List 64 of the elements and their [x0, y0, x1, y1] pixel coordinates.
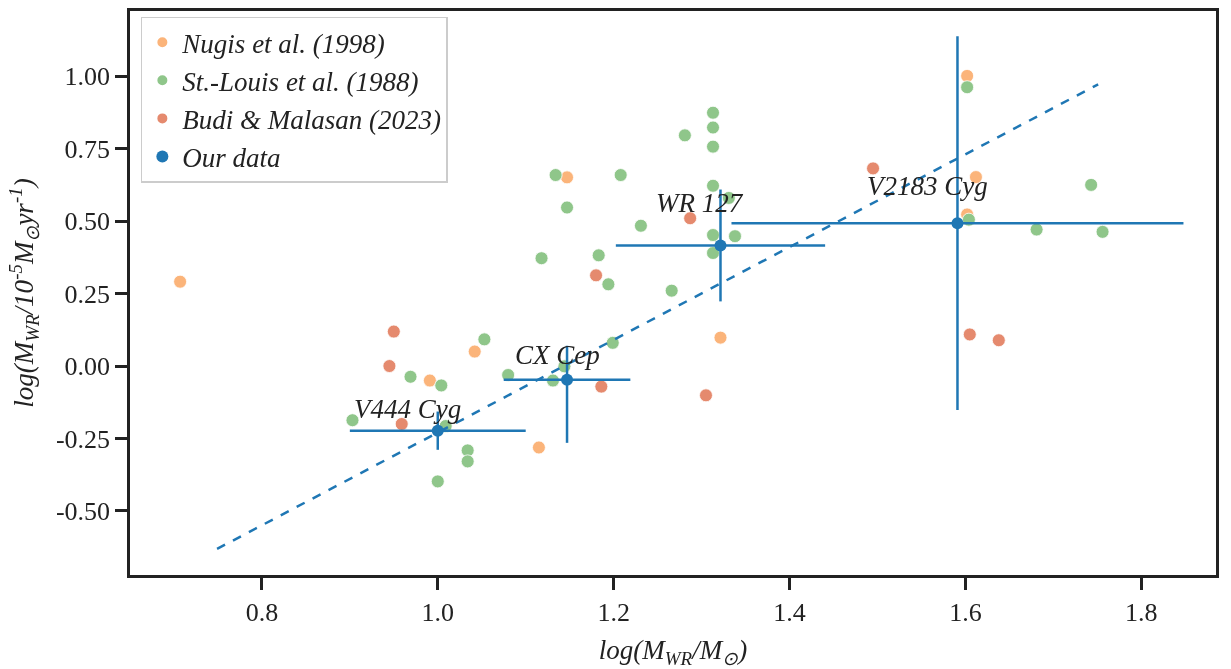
- point: [477, 332, 492, 347]
- legend-label: Nugis et al. (1998): [181, 28, 385, 59]
- point: [594, 379, 609, 394]
- x-tick-label: 1.6: [949, 597, 982, 627]
- y-tick-label: 0.75: [64, 134, 111, 164]
- point: [634, 218, 648, 233]
- point: [394, 417, 409, 431]
- point: [664, 283, 679, 298]
- point: [714, 239, 727, 252]
- point: [706, 105, 720, 120]
- x-axis-title: log(M$_{WR}$/M$_{⊙}$): [598, 635, 748, 669]
- point: [677, 128, 692, 143]
- point: [991, 333, 1006, 348]
- x-tick-label: 1.0: [421, 597, 455, 627]
- point: [613, 168, 628, 182]
- point: [534, 251, 549, 266]
- y-tick-label: 1.00: [64, 62, 111, 92]
- point: [866, 161, 880, 176]
- point: [1084, 178, 1099, 192]
- legend-label: Our data: [182, 143, 281, 174]
- point: [561, 373, 574, 386]
- point: [960, 80, 975, 95]
- point: [728, 229, 742, 244]
- point: [467, 344, 482, 359]
- point: [706, 228, 720, 242]
- legend-label: St.-Louis et al. (1988): [182, 66, 419, 97]
- point: [605, 335, 620, 350]
- point: [460, 454, 475, 469]
- y-tick-label: 0.25: [64, 279, 111, 309]
- point: [422, 373, 437, 388]
- annotation: V444 Cyg: [354, 394, 462, 424]
- point: [960, 69, 975, 83]
- point: [386, 324, 401, 339]
- x-tick-label: 0.8: [245, 597, 279, 627]
- point: [548, 168, 563, 182]
- y-tick-label: 0.50: [64, 207, 111, 237]
- point: [601, 277, 616, 292]
- x-tick-label: 1.4: [773, 597, 806, 627]
- point: [173, 274, 188, 289]
- point: [431, 424, 444, 437]
- point: [532, 440, 546, 455]
- point: [683, 211, 698, 226]
- point: [591, 248, 606, 263]
- y-tick-label: -0.25: [55, 424, 111, 454]
- point: [706, 139, 720, 154]
- legend-label: Budi & Malasan (2023): [182, 104, 442, 135]
- point: [699, 388, 713, 403]
- point: [1029, 222, 1044, 237]
- y-tick-label: 0.00: [64, 352, 111, 382]
- point: [560, 170, 574, 185]
- point: [434, 378, 449, 393]
- point: [706, 120, 720, 135]
- point: [713, 330, 728, 345]
- point: [962, 327, 977, 342]
- point: [430, 474, 445, 489]
- x-tick-label: 1.2: [597, 597, 630, 627]
- point: [382, 359, 397, 373]
- point: [589, 268, 603, 283]
- point: [1095, 224, 1110, 239]
- y-tick-label: -0.50: [55, 497, 111, 527]
- x-tick-label: 1.8: [1125, 597, 1158, 627]
- point: [403, 369, 418, 384]
- point: [951, 217, 964, 230]
- point: [560, 200, 574, 215]
